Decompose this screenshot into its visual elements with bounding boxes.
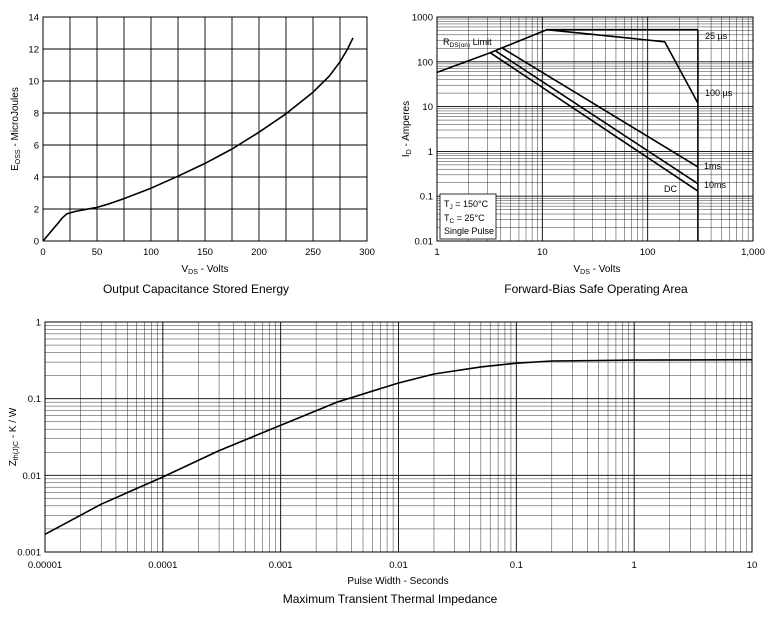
zth-x-tick: 0.001 [269, 560, 293, 571]
soa-x-tick: 1,000 [741, 247, 765, 258]
eoss-x-tick: 200 [251, 247, 267, 258]
soa-x-tick: 1 [434, 247, 439, 258]
zth-y-axis-label: Zth(J)C - K / W [8, 407, 20, 466]
eoss-y-tick: 10 [28, 77, 39, 88]
eoss-x-tick: 50 [92, 247, 103, 258]
soa-cond-tj: TJ = 150°C [444, 199, 489, 211]
zth-x-tick: 0.01 [389, 560, 408, 571]
soa-line-dc [489, 52, 699, 192]
eoss-x-tick-labels: 0 50 100 150 200 250 300 [40, 247, 375, 258]
soa-line-rds-limit [436, 51, 491, 74]
soa-label-dc: DC [664, 184, 677, 194]
soa-line-25us [489, 28, 698, 54]
zth-chart: 0.00001 0.0001 0.001 0.01 0.1 1 10 0.001… [8, 318, 757, 607]
zth-x-tick: 10 [747, 560, 758, 571]
soa-label-100us: 100 µs [705, 88, 733, 98]
soa-rds-label: RDS(on) Limit [443, 37, 492, 49]
zth-x-tick: 0.00001 [28, 560, 62, 571]
eoss-x-tick: 0 [40, 247, 45, 258]
soa-x-axis-label: VDS - Volts [574, 264, 621, 276]
zth-y-tick: 0.001 [17, 548, 41, 559]
zth-grid [45, 322, 752, 552]
soa-line-100us [546, 28, 699, 104]
eoss-x-axis-label: VDS - Volts [182, 264, 229, 276]
soa-cond-tc: TC = 25°C [444, 213, 485, 225]
eoss-x-tick: 250 [305, 247, 321, 258]
soa-line-1ms [502, 47, 699, 168]
zth-x-tick-labels: 0.00001 0.0001 0.001 0.01 0.1 1 10 [28, 560, 757, 571]
zth-x-axis-label: Pulse Width - Seconds [347, 576, 448, 587]
zth-chart-caption: Maximum Transient Thermal Impedance [283, 592, 498, 606]
eoss-x-tick: 300 [359, 247, 375, 258]
eoss-grid [43, 17, 367, 241]
soa-label-1ms: 1ms [704, 161, 722, 171]
eoss-x-tick: 150 [197, 247, 213, 258]
zth-y-tick-labels: 0.001 0.01 0.1 1 [17, 318, 41, 559]
soa-x-tick: 10 [537, 247, 548, 258]
eoss-y-tick: 12 [28, 45, 39, 56]
eoss-y-tick: 8 [34, 109, 39, 120]
soa-chart: RDS(on) Limit 25 µs 100 µs 1ms 10ms DC T… [401, 13, 765, 297]
eoss-y-tick: 14 [28, 13, 39, 24]
soa-cond-pulse: Single Pulse [444, 226, 494, 236]
eoss-plot-frame [42, 16, 368, 242]
soa-label-10ms: 10ms [704, 180, 727, 190]
eoss-chart-caption: Output Capacitance Stored Energy [103, 282, 289, 296]
zth-y-tick: 0.1 [28, 394, 41, 405]
eoss-y-tick-labels: 0 2 4 6 8 10 12 14 [28, 13, 39, 248]
eoss-y-tick: 4 [34, 173, 39, 184]
zth-curve [44, 358, 753, 536]
soa-y-tick: 0.01 [415, 237, 434, 248]
soa-conditions-box [439, 193, 497, 240]
soa-plot-frame [436, 16, 754, 242]
eoss-y-axis-label: EOSS - MicroJoules [10, 87, 22, 171]
soa-y-tick: 10 [422, 102, 433, 113]
soa-label-25us: 25 µs [705, 31, 728, 41]
soa-y-tick-labels: 0.01 0.1 1 10 100 1000 [412, 13, 433, 248]
eoss-x-tick: 100 [143, 247, 159, 258]
zth-plot-frame [44, 321, 753, 553]
soa-y-tick: 1 [428, 147, 433, 158]
eoss-y-tick: 0 [34, 237, 39, 248]
soa-x-tick-labels: 1 10 100 1,000 [434, 247, 765, 258]
eoss-chart: 0 50 100 150 200 250 300 0 2 4 6 8 10 12… [10, 13, 375, 297]
soa-chart-caption: Forward-Bias Safe Operating Area [504, 282, 688, 296]
zth-y-tick: 1 [36, 318, 41, 329]
zth-y-tick: 0.01 [23, 471, 42, 482]
eoss-y-tick: 6 [34, 141, 39, 152]
zth-x-tick: 1 [632, 560, 637, 571]
eoss-curve [42, 37, 354, 242]
soa-y-tick: 0.1 [420, 192, 433, 203]
soa-y-axis-label: ID - Amperes [401, 101, 413, 157]
soa-line-10ms [495, 50, 699, 185]
soa-x-tick: 100 [640, 247, 656, 258]
zth-x-tick: 0.0001 [148, 560, 177, 571]
zth-x-tick: 0.1 [510, 560, 523, 571]
soa-y-tick: 1000 [412, 13, 433, 24]
soa-lines [436, 28, 699, 241]
soa-y-tick: 100 [417, 57, 433, 68]
eoss-y-tick: 2 [34, 205, 39, 216]
